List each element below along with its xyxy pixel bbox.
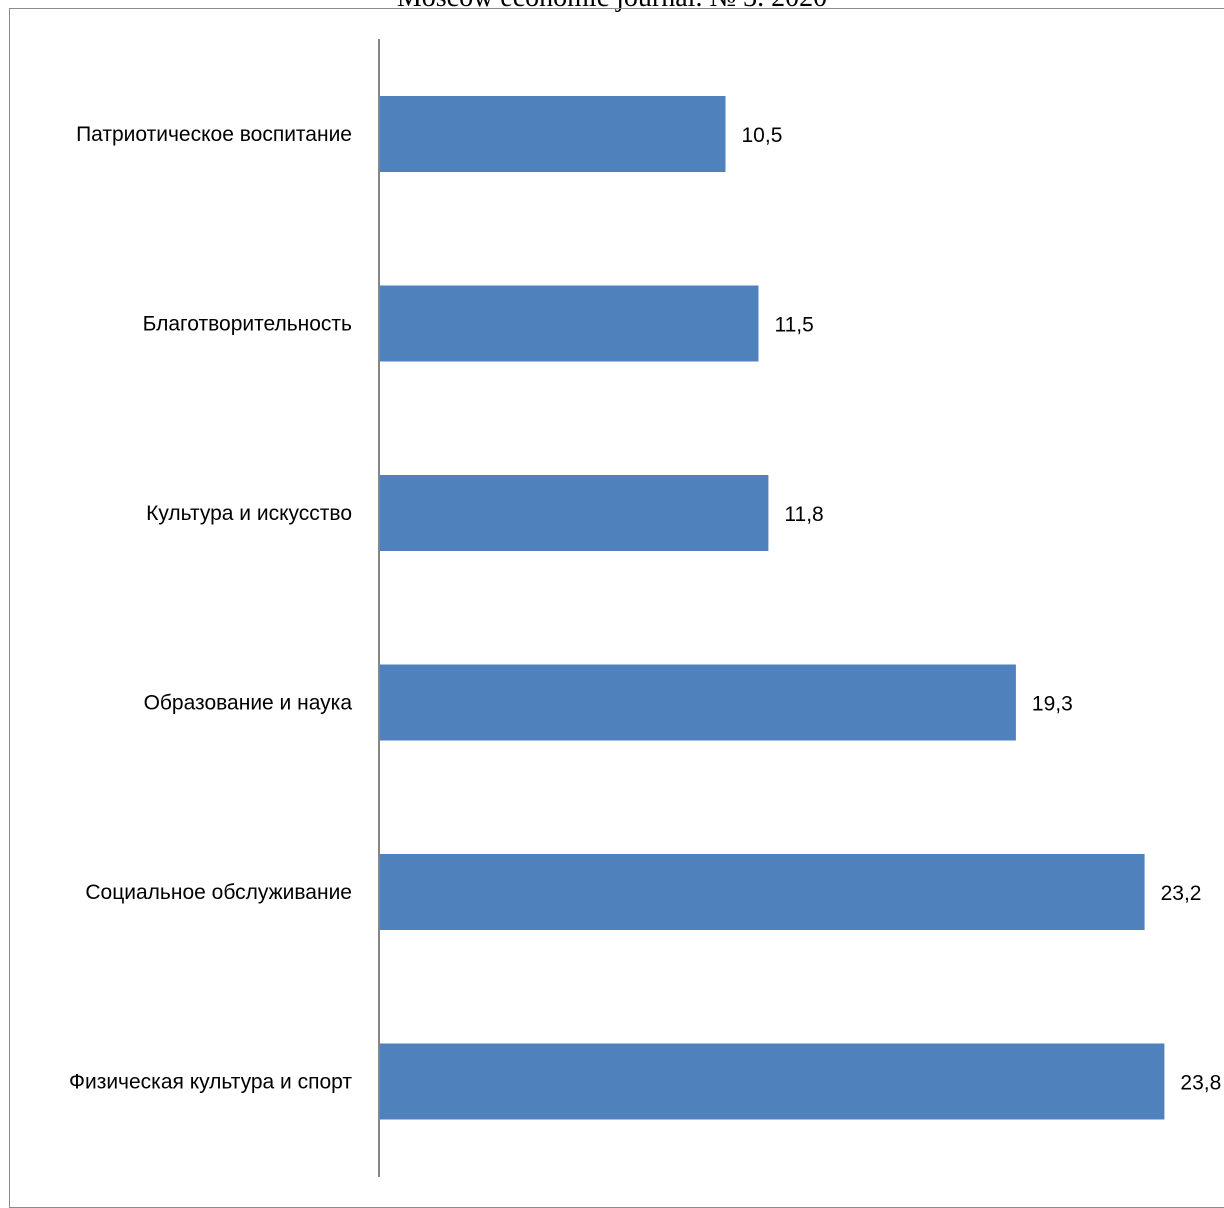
data-label: 10,5 bbox=[742, 124, 783, 147]
bar bbox=[379, 475, 769, 551]
category-label: Культура и искусство bbox=[146, 502, 352, 525]
bar bbox=[379, 854, 1145, 930]
bar bbox=[379, 1043, 1165, 1120]
bar bbox=[379, 96, 726, 172]
data-label: 23,2 bbox=[1161, 882, 1202, 905]
page-header: Moscow economic journal. № 3. 2020 bbox=[0, 0, 1224, 14]
data-label: 19,3 bbox=[1032, 693, 1073, 716]
category-label: Физическая культура и спорт bbox=[69, 1071, 352, 1094]
category-label: Патриотическое воспитание bbox=[76, 123, 352, 146]
data-label: 23,8 bbox=[1180, 1072, 1221, 1095]
category-label: Благотворительность bbox=[143, 313, 352, 336]
data-label: 11,8 bbox=[784, 503, 823, 526]
category-label: Социальное обслуживание bbox=[85, 881, 352, 904]
bar bbox=[379, 285, 759, 362]
category-label: Образование и наука bbox=[144, 692, 353, 715]
data-label: 11,5 bbox=[775, 314, 814, 337]
bar bbox=[379, 664, 1016, 741]
